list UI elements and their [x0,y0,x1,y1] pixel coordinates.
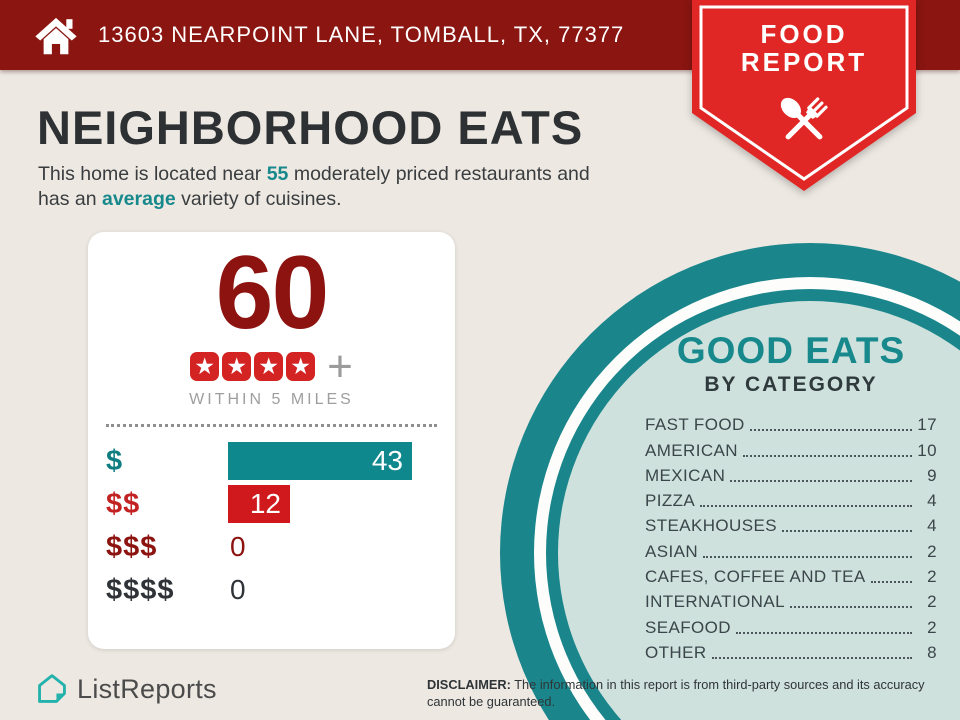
price-tier-value: 0 [230,574,246,606]
home-icon [35,17,77,55]
star-rating: ★ ★ ★ ★ + [88,341,455,391]
ribbon-shape [692,0,916,191]
star-icon: ★ [190,351,220,381]
category-label: SEAFOOD [645,617,731,637]
intro-line2-pre: has an [38,187,97,210]
good-eats-title: GOOD EATS [676,330,906,371]
category-row: ASIAN 2 [645,536,937,561]
price-tier-row: $$$ 0 [106,528,455,566]
disclaimer-label: DISCLAIMER: [427,677,511,692]
price-tier-label: $$$ [106,530,158,563]
good-eats-subtitle: BY CATEGORY [704,373,878,396]
plus-sign: + [327,341,353,391]
price-tier-value: 43 [371,445,403,477]
dot-leader [789,606,912,609]
star-icon: ★ [286,351,316,381]
price-tier-label: $$$$ [106,573,175,606]
restaurant-count: 55 [266,163,289,185]
category-value: 10 [917,440,937,460]
dot-leader [749,429,912,432]
variety-highlight: average [101,187,176,210]
category-label: MEXICAN [645,465,726,485]
category-row: MEXICAN 9 [645,461,937,486]
price-tier-bar-chart: $43 $$ 12 $$$ 0 $$$$ 0 [106,442,455,609]
category-value: 2 [927,541,937,561]
category-row: STEAKHOUSES 4 [645,511,937,536]
category-value: 4 [927,491,937,511]
intro-text: This home is located near 55 moderately … [38,162,678,211]
category-list: FAST FOOD 17 AMERICAN 10 MEXICAN 9 PIZZA 4 STEAK… [645,410,937,663]
price-tier-value: 0 [230,531,246,563]
category-label: OTHER [645,642,707,662]
category-label: CAFES, COFFEE AND TEA [645,567,866,587]
category-value: 2 [927,617,937,637]
category-row: FAST FOOD 17 [645,410,937,435]
disclaimer-body: The information in this report is from t… [427,677,925,709]
category-label: FAST FOOD [645,415,745,435]
category-value: 4 [927,516,937,536]
dot-leader [735,631,912,634]
category-label: AMERICAN [645,440,738,460]
price-tier-row: $43 [106,442,455,481]
category-value: 2 [927,567,937,587]
category-label: STEAKHOUSES [645,516,777,536]
page-title: NEIGHBORHOOD EATS [37,101,584,154]
good-eats-panel: GOOD EATS BY CATEGORY FAST FOOD 17 AMERICA… [645,331,937,663]
category-row: AMERICAN 10 [645,435,937,460]
category-row: INTERNATIONAL 2 [645,587,937,612]
score-card: 60 ★ ★ ★ ★ + WITHIN 5 MILES $43 $$ 12 $$$ 0 $$$$ 0 [88,232,455,649]
dot-leader [870,581,912,584]
intro-line2-post: variety of cuisines. [181,187,342,210]
dot-leader [703,555,912,558]
category-label: PIZZA [645,491,696,511]
disclaimer-text: DISCLAIMER: The information in this repo… [427,676,932,710]
price-tier-row: $$$$ 0 [106,571,455,609]
star-icon: ★ [254,351,284,381]
price-tier-label: $ [106,444,124,477]
food-report-ribbon: FOOD REPORT [688,0,920,205]
price-tier-bar: 12 [228,485,290,524]
dot-leader [742,454,912,457]
price-tier-row: $$ 12 [106,485,455,524]
property-address: 13603 NEARPOINT LANE, TOMBALL, TX, 77377 [98,22,625,47]
radius-label: WITHIN 5 MILES [189,391,354,409]
price-tier-bar: 43 [228,442,412,481]
listreports-logo-icon [38,674,66,703]
intro-line1-post: moderately priced restaurants and [293,163,590,185]
restaurant-score: 60 [215,235,330,351]
category-value: 8 [927,642,937,662]
intro-line1-pre: This home is located near [38,163,262,185]
category-row: SEAFOOD 2 [645,612,937,637]
dotted-divider [106,424,437,428]
dot-leader [700,505,912,508]
category-label: ASIAN [645,541,699,561]
category-label: INTERNATIONAL [645,592,785,612]
listreports-brand: ListReports [36,672,217,706]
category-row: OTHER 8 [645,638,937,663]
brand-name: ListReports [77,673,217,704]
category-value: 9 [927,465,937,485]
ribbon-line-1: FOOD [760,19,848,49]
price-tier-value: 12 [249,488,281,520]
category-value: 17 [917,415,937,435]
star-icon: ★ [222,351,252,381]
dot-leader [711,656,912,659]
ribbon-line-2: REPORT [740,47,868,77]
dot-leader [781,530,912,533]
category-row: PIZZA 4 [645,486,937,511]
category-row: CAFES, COFFEE AND TEA 2 [645,562,937,587]
dot-leader [730,479,912,482]
price-tier-label: $$ [106,487,141,520]
category-value: 2 [927,592,937,612]
spoon-and-fork-icon [780,97,828,140]
